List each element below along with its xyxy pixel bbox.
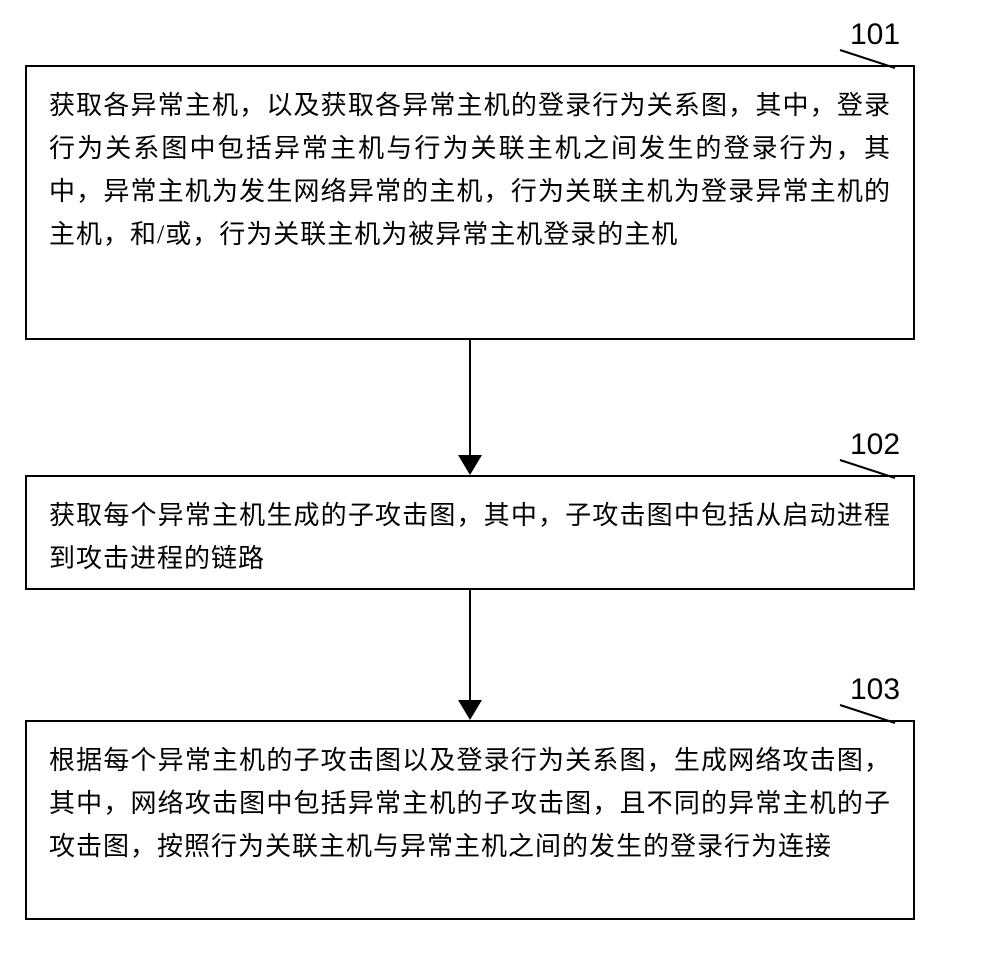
flowchart-container: 101 获取各异常主机，以及获取各异常主机的登录行为关系图，其中，登录行为关系图… — [0, 0, 1000, 965]
flowchart-step-3: 根据每个异常主机的子攻击图以及登录行为关系图，生成网络攻击图，其中，网络攻击图中… — [25, 720, 915, 920]
step-label-102: 102 — [850, 428, 900, 462]
arrow-2-3 — [458, 700, 482, 720]
connector-1-2 — [469, 340, 471, 455]
step-label-101: 101 — [850, 18, 900, 52]
flowchart-step-1: 获取各异常主机，以及获取各异常主机的登录行为关系图，其中，登录行为关系图中包括异… — [25, 65, 915, 340]
flowchart-step-2: 获取每个异常主机生成的子攻击图，其中，子攻击图中包括从启动进程到攻击进程的链路 — [25, 475, 915, 590]
step-label-103: 103 — [850, 673, 900, 707]
step-2-text: 获取每个异常主机生成的子攻击图，其中，子攻击图中包括从启动进程到攻击进程的链路 — [49, 495, 891, 581]
step-3-text: 根据每个异常主机的子攻击图以及登录行为关系图，生成网络攻击图，其中，网络攻击图中… — [49, 740, 891, 869]
connector-2-3 — [469, 590, 471, 700]
arrow-1-2 — [458, 455, 482, 475]
step-1-text: 获取各异常主机，以及获取各异常主机的登录行为关系图，其中，登录行为关系图中包括异… — [49, 85, 891, 257]
